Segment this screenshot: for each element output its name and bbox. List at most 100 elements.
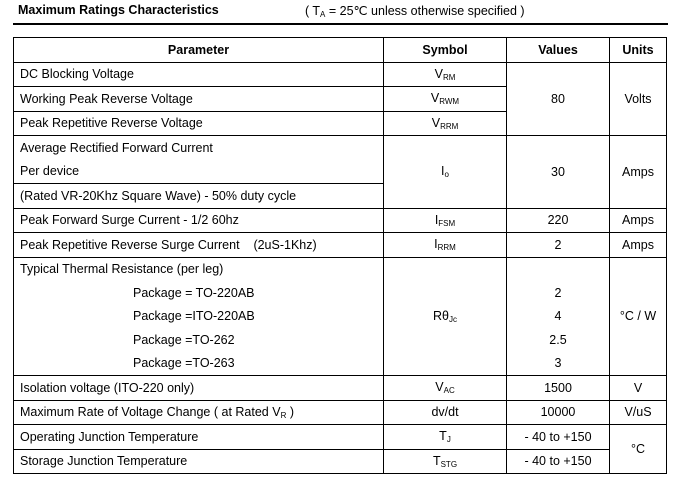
unit: Amps	[609, 207, 667, 233]
symbol: dv/dt	[383, 399, 507, 425]
parameter: Peak Repetitive Reverse Surge Current (2…	[13, 232, 384, 258]
parameter: Per device	[13, 159, 384, 184]
value	[506, 256, 610, 281]
package: Package =ITO-220AB	[13, 304, 384, 328]
value: - 40 to +150	[506, 448, 610, 474]
subscript: RM	[442, 72, 456, 82]
text: Rθ	[433, 308, 449, 323]
value: 30	[506, 135, 610, 209]
symbol: VRWM	[383, 86, 507, 112]
row: Storage Junction Temperature TSTG - 40 t…	[13, 448, 667, 474]
value: 3	[506, 351, 610, 376]
text: V	[430, 91, 440, 106]
symbol: TJ	[383, 424, 507, 450]
parameter: Typical Thermal Resistance (per leg)	[13, 256, 384, 281]
unit: Volts	[609, 61, 667, 136]
column-header: Symbol	[383, 37, 507, 63]
parameter: Operating Junction Temperature	[13, 424, 384, 450]
symbol: TSTG	[383, 448, 507, 474]
column-header: Values	[506, 37, 610, 63]
row: Per device	[13, 159, 667, 184]
subscript: Jc	[448, 314, 457, 324]
row: Operating Junction Temperature TJ - 40 t…	[13, 424, 667, 474]
package: Package =TO-263	[13, 351, 384, 376]
value: 1500	[506, 375, 610, 401]
parameter: Maximum Rate of Voltage Change ( at Rate…	[13, 399, 384, 425]
header-row: Parameter Symbol Values Units	[13, 37, 667, 63]
text: T	[432, 453, 441, 468]
value: 220	[506, 207, 610, 233]
unit: Amps	[609, 232, 667, 258]
unit: °C	[609, 424, 667, 474]
subscript: STG	[440, 459, 458, 469]
condition: ( TA = 25℃ unless otherwise specified )	[305, 3, 525, 19]
row: Working Peak Reverse Voltage VRWM	[13, 86, 667, 112]
symbol: RθJc	[383, 256, 507, 376]
value: 10000	[506, 399, 610, 425]
row: Peak Repetitive Reverse Voltage VRRM	[13, 110, 667, 136]
section-title: Maximum Ratings Characteristics	[18, 3, 219, 17]
text: I	[434, 237, 438, 252]
subscript: RRM	[437, 243, 456, 253]
parameter: Working Peak Reverse Voltage	[13, 86, 384, 112]
text: V	[434, 66, 443, 81]
value: 2	[506, 232, 610, 258]
text: ( T	[305, 4, 321, 18]
ratings-table: Parameter Symbol Values Units DC Blockin…	[13, 37, 667, 474]
subscript: FSM	[438, 218, 456, 228]
column-header: Parameter	[13, 37, 384, 63]
subscript: AC	[443, 386, 455, 396]
row: Package =TO-262 2.5	[13, 327, 667, 352]
parameter: DC Blocking Voltage	[13, 61, 384, 87]
parameter: Peak Forward Surge Current - 1/2 60hz	[13, 207, 384, 233]
value: 80	[506, 61, 610, 136]
row: Peak Forward Surge Current - 1/2 60hz IF…	[13, 207, 667, 233]
symbol: Io	[383, 135, 507, 209]
subscript: RRM	[440, 121, 459, 131]
row: Package =ITO-220AB 4	[13, 304, 667, 328]
text: I	[441, 164, 445, 179]
row: Average Rectified Forward Current Io 30 …	[13, 135, 667, 209]
unit: Amps	[609, 135, 667, 209]
row: Maximum Rate of Voltage Change ( at Rate…	[13, 399, 667, 425]
subscript: R	[280, 410, 287, 420]
unit: °C / W	[609, 256, 667, 376]
symbol: IRRM	[383, 232, 507, 258]
subscript: A	[320, 10, 326, 19]
unit: V	[609, 375, 667, 401]
row: Typical Thermal Resistance (per leg) RθJ…	[13, 256, 667, 376]
text: Maximum Rate of Voltage Change ( at Rate…	[20, 404, 281, 419]
text: = 25℃ unless otherwise specified )	[325, 4, 525, 18]
text: I	[434, 212, 439, 227]
text: )	[286, 404, 294, 419]
text: T	[439, 429, 447, 444]
symbol: VRM	[383, 61, 507, 87]
subscript: J	[446, 435, 451, 445]
value: 2	[506, 280, 610, 305]
row: Peak Repetitive Reverse Surge Current (2…	[13, 232, 667, 258]
parameter: Storage Junction Temperature	[13, 448, 384, 474]
text: V	[435, 380, 444, 395]
rule	[13, 23, 668, 25]
symbol: VAC	[383, 375, 507, 401]
value: - 40 to +150	[506, 424, 610, 450]
parameter: Peak Repetitive Reverse Voltage	[13, 110, 384, 136]
text: V	[431, 115, 441, 130]
subscript: RWM	[439, 97, 460, 107]
column-header: Units	[609, 37, 667, 63]
row: DC Blocking Voltage VRM 80 Volts	[13, 61, 667, 136]
parameter: Isolation voltage (ITO-220 only)	[13, 375, 384, 401]
unit: V/uS	[609, 399, 667, 425]
row: Isolation voltage (ITO-220 only) VAC 150…	[13, 375, 667, 401]
row: Package = TO-220AB 2	[13, 280, 667, 305]
row: Package =TO-263 3	[13, 351, 667, 376]
parameter: Average Rectified Forward Current	[13, 135, 384, 160]
symbol: VRRM	[383, 110, 507, 136]
package: Package = TO-220AB	[13, 280, 384, 305]
package: Package =TO-262	[13, 327, 384, 352]
parameter: (Rated VR-20Khz Square Wave) - 50% duty …	[13, 183, 384, 209]
subscript: o	[444, 170, 449, 180]
value: 2.5	[506, 327, 610, 352]
